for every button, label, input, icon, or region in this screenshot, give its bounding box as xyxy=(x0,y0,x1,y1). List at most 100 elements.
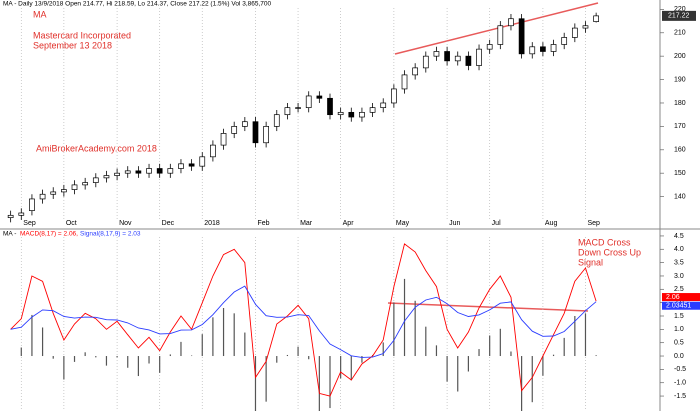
candle-body xyxy=(71,184,78,190)
candle-body xyxy=(316,95,323,99)
y-tick-label: -1.0 xyxy=(674,380,686,387)
panel-title: MA - xyxy=(3,231,16,238)
candle-body xyxy=(114,172,120,176)
y-tick-label: 2.5 xyxy=(674,286,684,293)
candle-body xyxy=(156,168,163,174)
candle-body xyxy=(486,44,493,50)
candle-body xyxy=(7,214,14,219)
legend-entry: Signal(8,17,9) = 2.03 xyxy=(80,231,141,238)
x-tick-label: May xyxy=(396,220,410,227)
candle-body xyxy=(103,175,110,179)
y-tick-label: 0.5 xyxy=(674,340,684,347)
legend-entry: MACD(8,17) = 2.06, xyxy=(20,231,78,238)
candle-body xyxy=(273,114,280,127)
candle-body xyxy=(476,48,482,66)
y-tick-label: 160 xyxy=(674,147,686,154)
annotation: Mastercard Incorporated xyxy=(33,30,131,40)
y-tick-label: 210 xyxy=(674,30,686,37)
candle-body xyxy=(29,198,35,211)
y-tick-label: 3.5 xyxy=(674,259,684,266)
y-tick-label: -1.5 xyxy=(674,393,686,400)
candle-body xyxy=(401,74,408,90)
x-tick-label: Jun xyxy=(449,220,460,227)
y-tick-label: 180 xyxy=(674,100,686,107)
candle-body xyxy=(61,189,67,193)
annotation: MACD Cross xyxy=(578,237,631,247)
candle-body xyxy=(199,156,206,167)
y-tick-label: 4.0 xyxy=(674,246,684,253)
candle-body xyxy=(263,126,269,144)
candle-body xyxy=(82,182,89,186)
candle-body xyxy=(529,46,536,55)
candle-body xyxy=(39,193,46,200)
candle-body xyxy=(92,177,99,183)
y-tick-label: 190 xyxy=(674,76,686,83)
last-value-label: 2.06 xyxy=(666,294,680,301)
candle-body xyxy=(412,67,419,76)
annotation: September 13 2018 xyxy=(33,40,112,50)
candle-body xyxy=(252,121,259,144)
last-value-box xyxy=(662,293,700,302)
last-value-box xyxy=(662,301,700,310)
y-tick-label: 170 xyxy=(674,123,686,130)
candle-body xyxy=(167,168,174,174)
annotation: Down Cross Up xyxy=(578,247,641,257)
trend-line xyxy=(387,302,589,312)
candle-body xyxy=(497,25,504,45)
annotation: AmiBrokerAcademy.com 2018 xyxy=(36,143,157,153)
candle-body xyxy=(508,18,514,27)
x-tick-label: 2018 xyxy=(204,220,220,227)
trend-line xyxy=(394,2,599,55)
candle-body xyxy=(444,51,450,62)
candle-body xyxy=(550,44,557,52)
y-tick-label: 220 xyxy=(674,6,686,13)
candle-body xyxy=(359,111,365,118)
y-tick-label: 1.0 xyxy=(674,326,684,333)
candle-body xyxy=(220,133,227,146)
x-tick-label: Oct xyxy=(66,220,77,227)
candle-body xyxy=(391,88,397,104)
series-line xyxy=(10,285,597,358)
candle-body xyxy=(348,111,355,118)
y-tick-label: 4.5 xyxy=(674,233,684,240)
y-tick-label: 3.0 xyxy=(674,273,684,280)
last-value-label: 217.22 xyxy=(668,13,690,20)
candle-body xyxy=(124,170,131,174)
candle-body xyxy=(540,46,546,52)
x-tick-label: Dec xyxy=(162,220,175,227)
candle-body xyxy=(188,163,195,167)
candle-body xyxy=(369,107,376,113)
annotation: Signal xyxy=(578,257,603,267)
y-tick-label: 0.0 xyxy=(674,353,684,360)
last-value-label: 2.03451 xyxy=(666,303,691,310)
y-tick-label: -0.5 xyxy=(674,366,686,373)
candle-body xyxy=(561,37,568,45)
candle-body xyxy=(135,170,142,174)
candle-body xyxy=(327,97,333,116)
x-tick-label: Jul xyxy=(492,220,501,227)
candle-body xyxy=(178,163,184,169)
candle-body xyxy=(465,55,472,66)
candle-body xyxy=(231,126,238,134)
candle-body xyxy=(571,27,578,38)
candle-body xyxy=(518,18,525,55)
candle-body xyxy=(593,15,599,22)
series-line xyxy=(10,243,597,397)
candle-body xyxy=(433,51,440,57)
x-tick-label: Sep xyxy=(587,220,600,227)
x-tick-label: Mar xyxy=(300,220,313,227)
y-tick-label: 140 xyxy=(674,193,686,200)
candle-body xyxy=(582,25,589,29)
x-tick-label: Nov xyxy=(119,220,132,227)
chart-title: MA - Daily 13/9/2018 Open 214.77, Hi 218… xyxy=(3,1,272,8)
x-tick-label: Sep xyxy=(23,220,36,227)
candle-body xyxy=(284,107,291,116)
x-tick-label: Feb xyxy=(257,220,269,227)
y-tick-label: 1.5 xyxy=(674,313,684,320)
candle-body xyxy=(146,168,152,174)
candle-body xyxy=(18,212,25,216)
candle-body xyxy=(422,55,429,69)
candle-body xyxy=(210,144,216,158)
